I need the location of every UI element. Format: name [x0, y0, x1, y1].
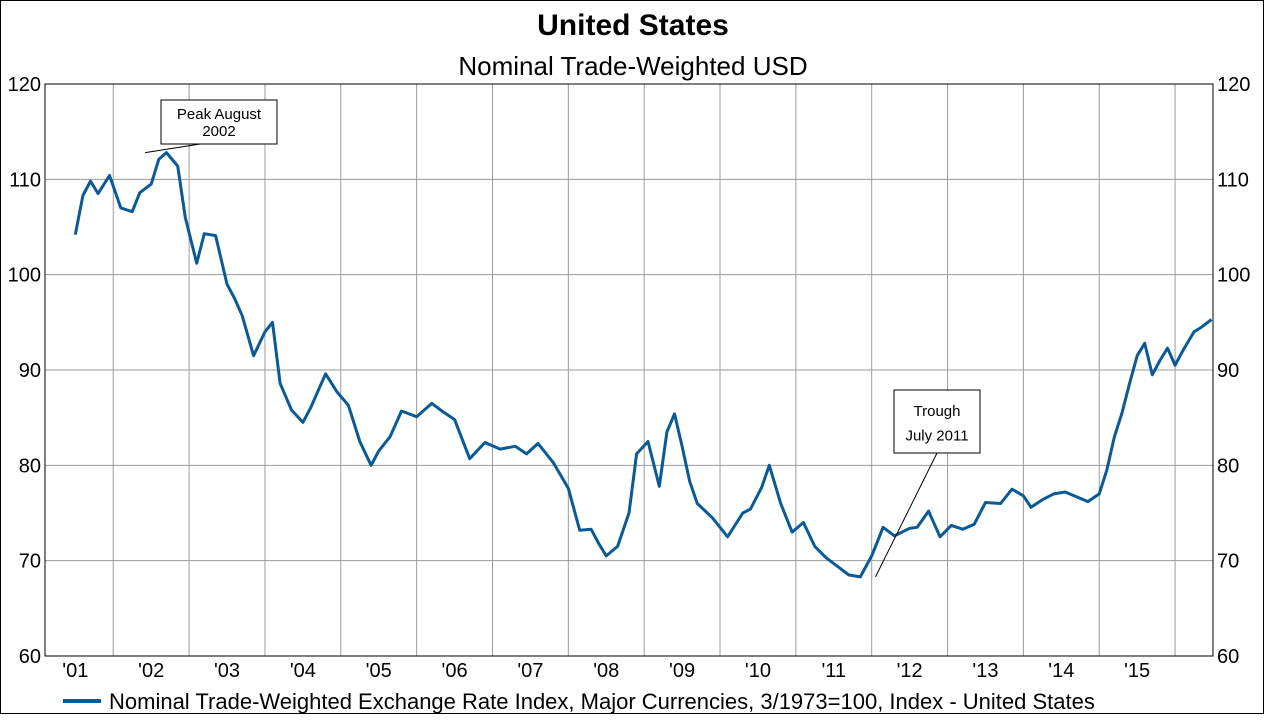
callout-text: Trough: [914, 403, 961, 420]
callout: Trough July 2011: [875, 389, 981, 578]
y-tick-label-right: 80: [1217, 455, 1239, 477]
x-tick-label: '06: [442, 660, 468, 682]
legend-label: Nominal Trade-Weighted Exchange Rate Ind…: [109, 689, 1095, 714]
y-tick-label-right: 110: [1217, 169, 1249, 191]
y-tick-label-right: 70: [1217, 551, 1239, 573]
y-tick-label-left: 80: [19, 455, 41, 477]
y-tick-label-right: 120: [1217, 74, 1250, 96]
x-tick-label: '02: [138, 660, 164, 682]
x-tick-label: '03: [214, 660, 240, 682]
plot-border: [44, 83, 1214, 657]
y-tick-label-right: 90: [1217, 360, 1239, 382]
x-tick-label: '07: [517, 660, 543, 682]
chart-title: United States: [537, 9, 729, 42]
x-tick-label: '10: [745, 660, 771, 682]
chart-subtitle: Nominal Trade-Weighted USD: [458, 51, 807, 81]
y-tick-label-left: 110: [9, 169, 41, 191]
y-axis-left: 60 70 80 90 100 110 120: [8, 74, 41, 668]
grid: [45, 83, 1213, 657]
callout-box: [160, 99, 278, 145]
x-tick-label: '12: [897, 660, 923, 682]
callout-text: July 2011: [905, 427, 968, 444]
series-line: [73, 151, 1213, 579]
y-tick-label-left: 70: [19, 551, 41, 573]
y-tick-label-right: 60: [1217, 646, 1239, 668]
y-tick-label-left: 60: [19, 646, 41, 668]
x-tick-label: '11: [821, 660, 846, 682]
legend: Nominal Trade-Weighted Exchange Rate Ind…: [63, 689, 1095, 714]
y-tick-label-left: 100: [8, 265, 41, 287]
x-tick-label: '05: [366, 660, 392, 682]
callout-text: 2002: [202, 123, 235, 140]
x-tick-label: '13: [972, 660, 998, 682]
x-tick-label: '14: [1048, 660, 1074, 682]
y-axis-right: 60 70 80 90 100 110 120: [1217, 74, 1250, 668]
callout-pointer: [875, 452, 938, 578]
callout-text: Peak August: [177, 106, 262, 123]
y-tick-label-right: 100: [1217, 265, 1250, 287]
x-tick-label: '01: [62, 660, 88, 682]
callout-box: [893, 389, 981, 454]
x-tick-label: '09: [669, 660, 695, 682]
x-tick-label: '04: [290, 660, 316, 682]
y-tick-label-left: 120: [8, 74, 41, 96]
x-tick-label: '08: [593, 660, 619, 682]
x-tick-label: '15: [1124, 660, 1150, 682]
x-axis: '01 '02 '03 '04 '05 '06 '07 '08 '09 '10 '11 '12 '13 '…: [62, 660, 1150, 682]
y-tick-label-left: 90: [19, 360, 41, 382]
